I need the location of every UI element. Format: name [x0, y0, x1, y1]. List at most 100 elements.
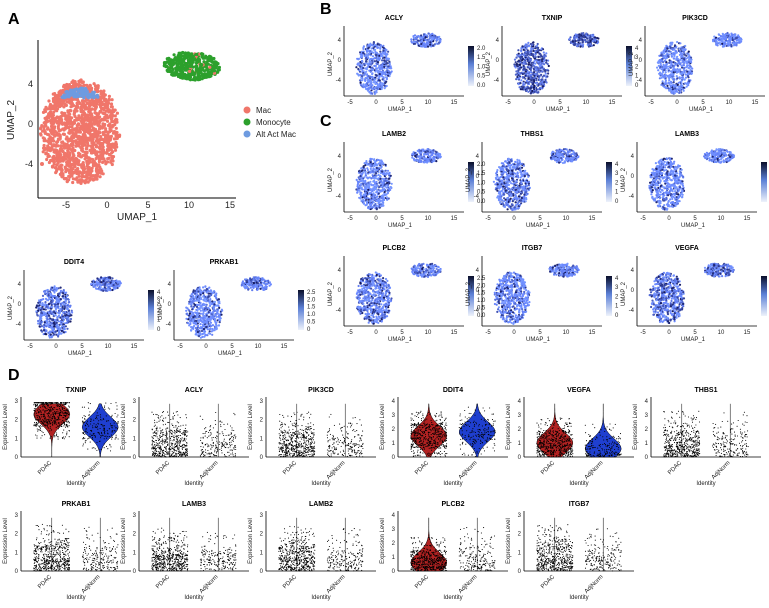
cell-point	[684, 57, 688, 60]
cell-point	[362, 62, 365, 65]
cell-point	[413, 158, 416, 161]
cell-point	[415, 40, 419, 44]
cell-point-mac	[114, 120, 118, 124]
cell-point-monocyte	[217, 68, 221, 72]
cell-point	[384, 177, 388, 180]
cell-point-mac	[101, 122, 105, 126]
cell-point	[526, 66, 529, 69]
cell-point	[664, 80, 667, 83]
cell-point-monocyte	[175, 64, 179, 68]
cell-point	[383, 56, 386, 59]
cell-point	[688, 64, 691, 67]
cell-point-mac	[71, 122, 75, 126]
cell-point	[378, 83, 381, 86]
cell-point	[687, 52, 690, 56]
y-tick: 4	[28, 79, 33, 89]
cell-point	[526, 52, 530, 55]
cell-point	[366, 66, 369, 69]
cell-point	[431, 44, 435, 47]
cell-point-monocyte	[202, 60, 206, 64]
cell-point	[545, 61, 548, 64]
cell-point-mac	[104, 109, 108, 113]
cell-point-mac	[108, 127, 112, 131]
cell-point	[586, 37, 589, 40]
y-tick: 0	[28, 119, 33, 129]
cell-point	[359, 81, 362, 84]
cell-point	[584, 40, 587, 43]
cell-point-mac	[80, 124, 84, 129]
cell-point	[374, 194, 377, 197]
cell-point	[594, 39, 597, 42]
cell-point	[359, 187, 363, 190]
cell-point	[369, 43, 372, 46]
cell-point	[522, 64, 525, 67]
cell-point	[382, 44, 385, 48]
cell-point	[543, 58, 546, 62]
cell-point	[374, 187, 377, 191]
cell-point	[574, 43, 577, 46]
cell-point	[383, 65, 386, 68]
cell-point	[676, 83, 679, 86]
cell-point-mac	[85, 116, 90, 120]
cell-point-mac	[96, 164, 100, 168]
cell-point	[669, 41, 673, 44]
cell-point	[676, 40, 679, 44]
cell-point-mac	[82, 120, 86, 124]
cell-point	[535, 68, 538, 71]
cell-point	[719, 34, 722, 38]
cell-point	[532, 78, 535, 81]
cell-point	[722, 35, 726, 38]
cell-point	[668, 61, 671, 64]
cell-point	[683, 69, 686, 73]
cell-point	[431, 37, 434, 40]
cell-point-mac	[87, 109, 91, 113]
cell-point-mac	[113, 130, 117, 134]
cell-point	[534, 62, 537, 65]
cell-point	[686, 64, 689, 67]
cell-point-mac	[115, 145, 119, 149]
cell-point-monocyte	[198, 76, 202, 80]
cell-point-mac	[114, 126, 118, 130]
cell-point-monocyte	[196, 72, 200, 76]
umap-cluster-plot: -5 0 5 10 15 4 0 -4 UMAP_1 UMAP_2 Mac Mo…	[6, 40, 296, 223]
cell-point-mac	[98, 138, 102, 142]
cell-point	[526, 85, 529, 88]
cell-point-mac	[73, 148, 77, 153]
cell-point-mac	[79, 105, 84, 109]
cell-point	[381, 170, 384, 173]
cell-point-mac	[67, 174, 71, 178]
cell-point-alt-act-mac	[73, 88, 77, 92]
cell-point	[597, 37, 600, 40]
cell-point-mac	[85, 175, 89, 180]
cell-point-mac	[95, 135, 99, 139]
cell-point	[529, 71, 532, 74]
cell-point-mac	[77, 144, 81, 148]
cell-point	[365, 160, 368, 163]
cell-point-mac	[56, 124, 60, 129]
cell-point-monocyte	[188, 69, 192, 73]
cell-point-mac	[79, 163, 83, 167]
cell-point-mac	[104, 113, 108, 117]
cell-point	[677, 81, 680, 84]
cell-point	[660, 59, 663, 63]
cell-point	[516, 65, 519, 68]
cell-point	[371, 55, 375, 58]
cell-point	[672, 79, 675, 82]
cell-point	[500, 175, 503, 178]
cell-point	[370, 206, 373, 209]
cell-point	[680, 80, 683, 83]
x-tick: 15	[451, 100, 458, 106]
cell-point	[522, 62, 525, 65]
cell-point	[375, 89, 378, 92]
cell-point	[366, 202, 369, 205]
cell-point-mac	[88, 136, 92, 140]
cell-point	[362, 202, 365, 205]
cell-point	[513, 58, 517, 61]
cell-point	[370, 47, 373, 50]
cell-point	[369, 183, 372, 186]
cell-point	[587, 43, 590, 46]
cell-point	[428, 37, 431, 40]
cell-point-mac	[53, 166, 57, 170]
cell-point-mac	[64, 124, 68, 128]
cell-point-mac	[103, 159, 107, 163]
